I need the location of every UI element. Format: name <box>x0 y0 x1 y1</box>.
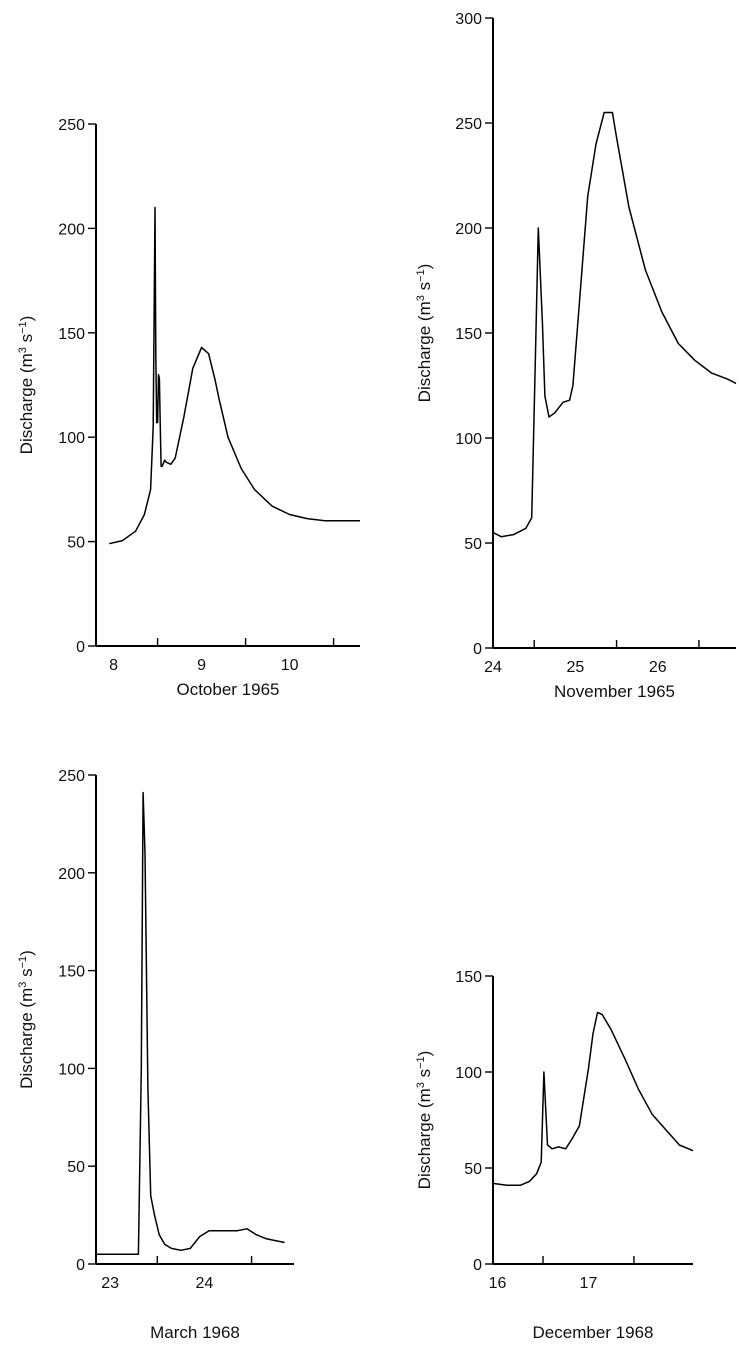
y-axis-title: Discharge (m3 s−1) <box>17 950 36 1089</box>
y-tick-label: 0 <box>76 639 85 656</box>
y-axis-title: Discharge (m3 s−1) <box>415 1051 434 1190</box>
y-tick-label: 250 <box>58 117 85 134</box>
y-tick-label: 150 <box>455 326 482 343</box>
y-tick-label: 150 <box>455 969 482 986</box>
discharge-series-line <box>109 206 360 545</box>
chart-panel-2: 0 50 100 150 200 250 300 24 25 26 November 1965 Dis… <box>415 11 737 701</box>
y-tick-label: 250 <box>58 768 85 785</box>
discharge-series-line <box>492 111 737 538</box>
x-axis-title: December 1968 <box>533 1323 654 1342</box>
x-tick-label: 9 <box>197 657 206 674</box>
y-tick-label: 200 <box>455 221 482 238</box>
x-tick-label: 24 <box>196 1275 214 1292</box>
x-axis-title: October 1965 <box>176 680 279 699</box>
discharge-series-line <box>492 1011 694 1187</box>
x-tick-label: 16 <box>489 1275 507 1292</box>
y-tick-label: 50 <box>67 1159 85 1176</box>
y-tick-label: 250 <box>455 116 482 133</box>
y-tick-label: 50 <box>464 1161 482 1178</box>
y-tick-label: 150 <box>58 326 85 343</box>
chart-panel-3: 0 50 100 150 200 250 23 24 March 1968 Discharge (… <box>17 768 294 1342</box>
discharge-series-line <box>96 791 285 1255</box>
y-tick-label: 50 <box>464 536 482 553</box>
y-tick-label: 0 <box>473 1257 482 1274</box>
chart-panel-4: 0 50 100 150 16 17 December 1968 Discharge (m3 … <box>415 969 694 1342</box>
x-tick-label: 10 <box>281 657 299 674</box>
y-tick-label: 200 <box>58 866 85 883</box>
y-tick-label: 50 <box>67 535 85 552</box>
y-tick-label: 100 <box>455 1065 482 1082</box>
x-tick-label: 17 <box>580 1275 598 1292</box>
y-tick-label: 200 <box>58 221 85 238</box>
y-tick-label: 100 <box>58 430 85 447</box>
y-axis-title: Discharge (m3 s−1) <box>415 264 434 403</box>
x-axis-title: November 1965 <box>554 682 675 701</box>
x-tick-label: 26 <box>649 659 667 676</box>
y-tick-label: 100 <box>58 1061 85 1078</box>
y-tick-label: 0 <box>76 1257 85 1274</box>
y-tick-label: 0 <box>473 641 482 658</box>
x-tick-label: 24 <box>484 659 502 676</box>
x-axis-title: March 1968 <box>150 1323 240 1342</box>
x-tick-label: 25 <box>566 659 584 676</box>
y-axis-title: Discharge (m3 s−1) <box>17 316 36 455</box>
y-tick-label: 300 <box>455 11 482 28</box>
x-tick-label: 8 <box>109 657 118 674</box>
x-tick-label: 23 <box>101 1275 119 1292</box>
y-tick-label: 100 <box>455 431 482 448</box>
y-tick-label: 150 <box>58 964 85 981</box>
